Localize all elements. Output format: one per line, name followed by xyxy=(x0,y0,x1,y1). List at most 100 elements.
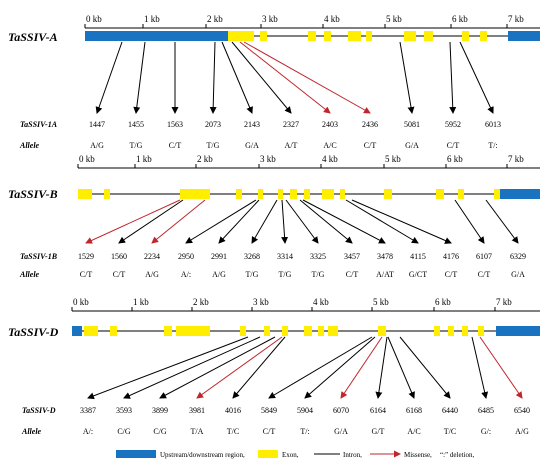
snp-arrow xyxy=(123,336,261,399)
snp-position-label: 2143 xyxy=(244,120,260,129)
snp-position-label: 4176 xyxy=(443,252,459,261)
snp-allele-label: T/: xyxy=(488,141,497,150)
row-allele-label-b: Allele xyxy=(19,270,40,279)
ruler-tick-label: 3 kb xyxy=(260,154,276,164)
utr-block-a-down xyxy=(508,31,540,41)
snp-position-label: 4115 xyxy=(410,252,426,261)
snp-position-label: 2950 xyxy=(178,252,194,261)
panel-a: 0 kb 1 kb 2 kb 3 kb 4 kb 5 kb 6 kb 7 kb TaSSIV-… xyxy=(8,14,540,150)
exon xyxy=(480,31,487,41)
snp-allele-label: C/G xyxy=(153,427,167,436)
snp-position-label: 6485 xyxy=(478,406,494,415)
ruler-tick-label: 2 kb xyxy=(207,14,223,24)
utr-block-d-down xyxy=(496,326,540,336)
snp-arrow xyxy=(87,336,249,400)
exon xyxy=(494,189,500,199)
snp-position-label: 5081 xyxy=(404,120,420,129)
exon xyxy=(462,31,469,41)
snp-position-label: 6107 xyxy=(476,252,492,261)
snp-allele-label: A/G xyxy=(145,270,159,279)
exon xyxy=(328,326,338,336)
snp-allele-label: T/C xyxy=(444,427,456,436)
ruler-tick-label: 4 kb xyxy=(324,14,340,24)
snp-allele-label: C/G xyxy=(117,427,131,436)
exon xyxy=(384,189,392,199)
snp-arrow xyxy=(281,199,289,244)
exon xyxy=(404,31,416,41)
legend-exon-swatch xyxy=(258,450,278,458)
snp-arrow xyxy=(345,199,419,244)
snp-position-label: 6164 xyxy=(370,406,386,415)
snp-arrow xyxy=(231,41,292,114)
row-allele-label-d: Allele xyxy=(21,427,42,436)
exons-b xyxy=(78,189,500,199)
snp-allele-label: G/A xyxy=(334,427,348,436)
allele-labels-b: C/T C/T A/G A/: A/G T/G T/G T/G C/T A/AT G/CT C/T C/… xyxy=(80,270,525,279)
snp-allele-label: G/: xyxy=(481,427,491,436)
snp-arrows-b xyxy=(85,199,519,244)
exon xyxy=(324,31,331,41)
snp-arrow xyxy=(454,199,485,244)
snp-allele-label: T/C xyxy=(227,427,239,436)
exon xyxy=(434,326,440,336)
snp-allele-label: C/T xyxy=(113,270,126,279)
position-labels-b: 1529 1560 2234 2950 2991 3268 3314 3325 3457 3478… xyxy=(78,252,526,261)
snp-position-label: 3387 xyxy=(80,406,96,415)
exon xyxy=(458,189,464,199)
snp-allele-label: G/A xyxy=(405,141,419,150)
legend-exon-label: Exon, xyxy=(282,451,299,459)
row-gene-label-b: TaSSIV-1B xyxy=(20,252,58,261)
snp-arrows-d xyxy=(87,336,523,400)
exon xyxy=(164,326,172,336)
legend-utr-label: Upstream/downstream region, xyxy=(160,451,245,459)
ruler-tick-label: 6 kb xyxy=(447,154,463,164)
panel-b: 0 kb 1 kb 2 kb 3 kb 4 kb 5 kb 6 kb 7 kb TaSSIV-… xyxy=(8,154,540,279)
snp-arrow xyxy=(351,199,452,244)
snp-allele-label: G/T xyxy=(372,427,385,436)
snp-position-label: 5952 xyxy=(445,120,461,129)
ruler-ticks-a: 0 kb 1 kb 2 kb 3 kb 4 kb 5 kb 6 kb 7 kb xyxy=(84,14,524,28)
snp-allele-label: A/C xyxy=(323,141,336,150)
snp-allele-label: G/A xyxy=(245,141,259,150)
exon xyxy=(290,189,297,199)
snp-allele-label: T/G xyxy=(312,270,325,279)
exon xyxy=(318,326,324,336)
snp-arrow xyxy=(95,41,123,114)
snp-position-label: 2234 xyxy=(144,252,160,261)
snp-allele-label: T/A xyxy=(191,427,204,436)
snp-arrow xyxy=(302,199,386,244)
snp-position-label: 2991 xyxy=(211,252,227,261)
ruler-tick-label: 2 kb xyxy=(193,297,209,307)
snp-arrow xyxy=(251,199,278,244)
snp-position-label: 2436 xyxy=(362,120,378,129)
missense-snp-arrow xyxy=(340,336,383,399)
snp-position-label: 1563 xyxy=(167,120,183,129)
exon xyxy=(278,189,283,199)
exon xyxy=(304,326,312,336)
ruler-tick-label: 6 kb xyxy=(435,297,451,307)
utr-block-a-up xyxy=(85,31,228,41)
legend-utr-swatch xyxy=(116,450,156,458)
utr-block-b-down xyxy=(500,189,540,199)
exon xyxy=(348,31,361,41)
snp-position-label: 6440 xyxy=(442,406,458,415)
exon xyxy=(176,326,210,336)
snp-arrow xyxy=(159,336,276,399)
snp-allele-label: A/: xyxy=(181,270,191,279)
ruler-tick-label: 4 kb xyxy=(322,154,338,164)
snp-position-label: 1447 xyxy=(89,120,105,129)
missense-snp-arrow xyxy=(239,41,331,114)
snp-arrow xyxy=(459,41,494,114)
position-labels-a: 1447 1455 1563 2073 2143 2327 2403 2436 5081 5952… xyxy=(89,120,501,129)
snp-allele-label: T/G xyxy=(130,141,143,150)
exons-d xyxy=(84,326,484,336)
exon xyxy=(340,189,345,199)
exon xyxy=(236,189,242,199)
snp-position-label: 3899 xyxy=(152,406,168,415)
exon xyxy=(308,31,316,41)
allele-labels-d: A/: C/G C/G T/A T/C C/T T/: G/A G/T A/C T/C G/: A/G xyxy=(83,427,529,436)
exon xyxy=(366,31,372,41)
exon xyxy=(240,326,246,336)
exon xyxy=(462,326,468,336)
